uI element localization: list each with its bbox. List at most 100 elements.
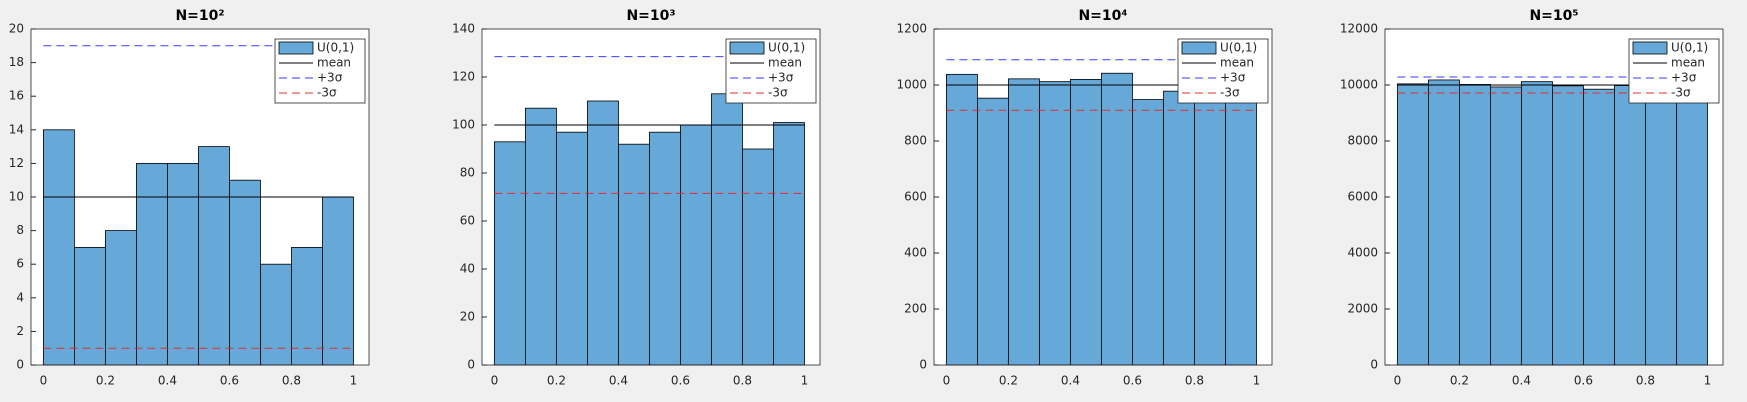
y-tick-label: 0	[919, 358, 927, 372]
y-tick-label: 400	[904, 246, 927, 260]
x-tick-label: 1	[801, 374, 809, 388]
y-tick-label: 1200	[896, 22, 927, 36]
y-tick-label: 60	[460, 214, 475, 228]
chart-title: N=10³	[626, 8, 675, 24]
x-tick-label: 0.2	[999, 374, 1018, 388]
histogram-bar	[649, 131, 681, 366]
histogram-bar	[105, 230, 137, 366]
legend-label: -3σ	[1220, 86, 1240, 100]
histogram-bar	[494, 141, 526, 366]
x-tick-label: 0.4	[1512, 374, 1531, 388]
y-tick-label: 40	[460, 262, 475, 276]
legend-label: mean	[1671, 56, 1705, 70]
x-tick-label: 0.6	[1574, 374, 1593, 388]
histogram-bar	[1163, 90, 1195, 366]
legend-label: U(0,1)	[317, 41, 354, 55]
x-tick-label: 0.8	[282, 374, 301, 388]
y-tick-label: 20	[9, 22, 24, 36]
histogram-bar	[773, 122, 805, 366]
histogram-bar	[1194, 87, 1226, 366]
y-tick-label: 6000	[1347, 190, 1378, 204]
legend-label: U(0,1)	[1220, 41, 1257, 55]
legend-swatch	[1632, 41, 1668, 55]
x-tick-label: 0.8	[733, 374, 752, 388]
legend-label: mean	[1220, 56, 1254, 70]
legend-label: +3σ	[1220, 71, 1246, 85]
y-tick-label: 12	[9, 156, 24, 170]
legend-label: mean	[768, 56, 802, 70]
chart-title: N=10⁵	[1529, 8, 1578, 24]
y-tick-label: 4	[16, 290, 24, 304]
y-tick-label: 100	[452, 118, 475, 132]
y-tick-label: 80	[460, 166, 475, 180]
y-tick-label: 0	[1370, 358, 1378, 372]
y-tick-label: 8000	[1347, 134, 1378, 148]
x-tick-label: 0	[943, 374, 951, 388]
x-tick-label: 0.8	[1636, 374, 1655, 388]
y-tick-label: 4000	[1347, 246, 1378, 260]
y-tick-label: 120	[452, 70, 475, 84]
x-tick-label: 0.2	[1450, 374, 1469, 388]
histogram-bar	[322, 196, 354, 366]
histogram-bar	[1614, 85, 1646, 366]
legend-swatch	[729, 41, 765, 55]
y-tick-label: 10	[9, 190, 24, 204]
y-tick-label: 600	[904, 190, 927, 204]
x-tick-label: 0	[40, 374, 48, 388]
legend-swatch	[1181, 41, 1217, 55]
legend-label: -3σ	[317, 86, 337, 100]
y-tick-label: 140	[452, 22, 475, 36]
histogram-bar	[74, 246, 106, 366]
histogram-bar	[977, 97, 1009, 366]
histogram-bar	[198, 146, 230, 366]
histogram-bar	[742, 148, 774, 366]
histogram-bar	[1225, 85, 1257, 366]
histogram-bar	[229, 179, 261, 366]
histogram-bar	[1552, 85, 1584, 366]
y-tick-label: 0	[16, 358, 24, 372]
histogram-bar	[587, 100, 619, 366]
histogram-bar	[525, 107, 557, 366]
x-tick-label: 0.6	[671, 374, 690, 388]
histogram-bar	[136, 162, 168, 366]
x-tick-label: 0	[1394, 374, 1402, 388]
y-tick-label: 1000	[896, 78, 927, 92]
histogram-bar	[167, 162, 199, 366]
histogram-bar	[1676, 86, 1708, 366]
histogram-bar	[1039, 81, 1071, 366]
x-tick-label: 0.4	[1061, 374, 1080, 388]
y-tick-label: 18	[9, 55, 24, 69]
histogram-bar	[260, 263, 292, 366]
y-tick-label: 2	[16, 324, 24, 338]
histogram-bar	[556, 131, 588, 366]
legend-label: U(0,1)	[768, 41, 805, 55]
histogram-bar	[43, 129, 75, 366]
histogram-bar	[1132, 99, 1164, 366]
y-tick-label: 12000	[1340, 22, 1378, 36]
legend-label: U(0,1)	[1671, 41, 1708, 55]
histogram-bar	[1645, 85, 1677, 366]
y-tick-label: 20	[460, 310, 475, 324]
y-tick-label: 16	[9, 89, 24, 103]
x-tick-label: 1	[1253, 374, 1261, 388]
legend-label: +3σ	[768, 71, 794, 85]
x-tick-label: 0	[491, 374, 499, 388]
y-tick-label: 14	[9, 122, 24, 136]
axes-box	[481, 28, 821, 366]
x-tick-label: 0.2	[96, 374, 115, 388]
x-tick-label: 0.6	[220, 374, 239, 388]
histogram-bar	[291, 246, 323, 366]
legend-box	[274, 38, 366, 104]
histogram-bar	[1583, 88, 1615, 366]
x-tick-label: 0.6	[1123, 374, 1142, 388]
histogram-bar	[946, 73, 978, 366]
histogram-bar	[1101, 72, 1133, 366]
y-tick-label: 10000	[1340, 78, 1378, 92]
legend-swatch	[278, 41, 314, 55]
y-tick-label: 2000	[1347, 302, 1378, 316]
x-tick-label: 0.4	[158, 374, 177, 388]
histogram-bar	[1459, 84, 1491, 366]
chart-title: N=10⁴	[1078, 8, 1127, 24]
x-tick-label: 0.2	[547, 374, 566, 388]
